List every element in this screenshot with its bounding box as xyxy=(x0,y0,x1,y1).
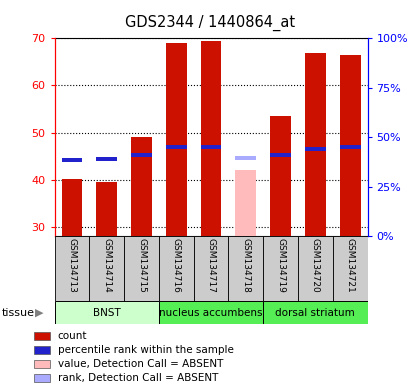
Text: rank, Detection Call = ABSENT: rank, Detection Call = ABSENT xyxy=(58,373,218,383)
Text: GSM134720: GSM134720 xyxy=(311,238,320,293)
Bar xyxy=(194,236,228,301)
Bar xyxy=(55,236,89,301)
Bar xyxy=(34,346,50,354)
Bar xyxy=(263,301,368,324)
Text: GSM134716: GSM134716 xyxy=(172,238,181,293)
Bar xyxy=(159,236,194,301)
Bar xyxy=(228,236,263,301)
Bar xyxy=(96,157,117,161)
Bar xyxy=(34,332,50,340)
Text: ▶: ▶ xyxy=(35,308,43,318)
Bar xyxy=(166,43,187,236)
Bar xyxy=(34,374,50,382)
Bar xyxy=(340,55,360,236)
Bar xyxy=(55,301,159,324)
Text: BNST: BNST xyxy=(93,308,121,318)
Text: dorsal striatum: dorsal striatum xyxy=(276,308,355,318)
Bar xyxy=(305,147,326,151)
Bar xyxy=(235,156,256,160)
Bar xyxy=(201,41,221,236)
Text: nucleus accumbens: nucleus accumbens xyxy=(159,308,263,318)
Bar xyxy=(131,137,152,236)
Text: count: count xyxy=(58,331,87,341)
Bar xyxy=(298,236,333,301)
Bar xyxy=(235,170,256,236)
Text: GSM134717: GSM134717 xyxy=(207,238,215,293)
Text: GSM134714: GSM134714 xyxy=(102,238,111,293)
Text: GSM134719: GSM134719 xyxy=(276,238,285,293)
Text: tissue: tissue xyxy=(2,308,35,318)
Bar xyxy=(333,236,368,301)
Text: GDS2344 / 1440864_at: GDS2344 / 1440864_at xyxy=(125,15,295,31)
Bar xyxy=(96,182,117,236)
Bar xyxy=(201,145,221,149)
Bar xyxy=(263,236,298,301)
Bar xyxy=(270,116,291,236)
Text: GSM134721: GSM134721 xyxy=(346,238,354,293)
Bar xyxy=(89,236,124,301)
Bar xyxy=(159,301,263,324)
Text: GSM134718: GSM134718 xyxy=(241,238,250,293)
Bar xyxy=(62,157,82,162)
Text: GSM134715: GSM134715 xyxy=(137,238,146,293)
Bar xyxy=(166,145,187,149)
Bar xyxy=(34,360,50,368)
Text: percentile rank within the sample: percentile rank within the sample xyxy=(58,345,234,355)
Bar xyxy=(270,153,291,157)
Bar xyxy=(131,153,152,157)
Text: GSM134713: GSM134713 xyxy=(68,238,76,293)
Bar xyxy=(124,236,159,301)
Text: value, Detection Call = ABSENT: value, Detection Call = ABSENT xyxy=(58,359,223,369)
Bar xyxy=(62,179,82,236)
Bar xyxy=(340,145,360,149)
Bar xyxy=(305,53,326,236)
